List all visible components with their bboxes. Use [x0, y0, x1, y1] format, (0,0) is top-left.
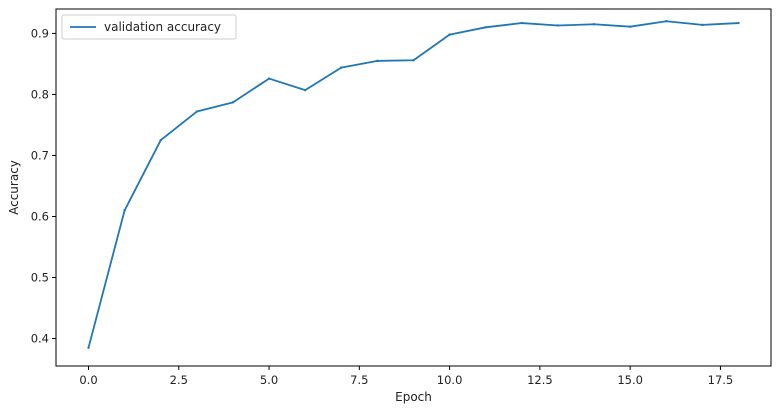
data-point: [665, 20, 668, 23]
y-tick-label: 0.8: [31, 87, 49, 101]
data-point: [556, 24, 560, 27]
legend-box: [61, 14, 237, 40]
x-tick-label: 7.5: [350, 373, 368, 387]
data-point: [123, 209, 126, 212]
data-point: [701, 23, 704, 27]
y-axis-label: Accuracy: [7, 160, 21, 215]
x-tick-label: 0.0: [79, 373, 97, 387]
plot-frame: [55, 8, 772, 367]
data-point: [628, 25, 632, 28]
y-tick-label: 0.6: [31, 209, 49, 223]
x-tick-label: 10.0: [437, 373, 463, 387]
x-tick-label: 15.0: [617, 373, 643, 387]
data-point: [592, 23, 596, 26]
data-point: [267, 77, 271, 80]
y-tick-label: 0.4: [31, 332, 49, 346]
x-tick-label: 2.5: [170, 373, 188, 387]
data-point: [231, 101, 235, 104]
plot-area: [56, 9, 771, 366]
data-point: [87, 346, 90, 349]
data-point: [195, 110, 199, 113]
legend-label: validation accuracy: [104, 20, 221, 34]
series-layer: [87, 20, 740, 349]
data-point: [412, 59, 415, 62]
y-tick-label: 0.5: [31, 271, 49, 285]
data-point: [303, 88, 307, 92]
legend: validation accuracy: [61, 14, 237, 40]
y-tick-label: 0.7: [31, 148, 49, 162]
data-point: [484, 26, 487, 29]
x-axis-label: Epoch: [395, 390, 432, 404]
x-tick-label: 12.5: [527, 373, 553, 387]
x-tick-label: 17.5: [708, 373, 734, 387]
data-point: [159, 139, 162, 142]
x-tick-label: 5.0: [260, 373, 278, 387]
x-axis-ticks: 0.0 2.5 5.0 7.5 10.0 12.5 15.0 17.5: [79, 366, 733, 387]
y-axis-ticks: 0.4 0.5 0.6 0.7 0.8 0.9: [31, 26, 56, 346]
y-tick-label: 0.9: [31, 26, 49, 40]
data-point: [737, 21, 740, 25]
data-point: [376, 59, 379, 63]
data-point: [520, 21, 524, 25]
data-point: [448, 33, 451, 36]
data-point: [340, 66, 343, 69]
